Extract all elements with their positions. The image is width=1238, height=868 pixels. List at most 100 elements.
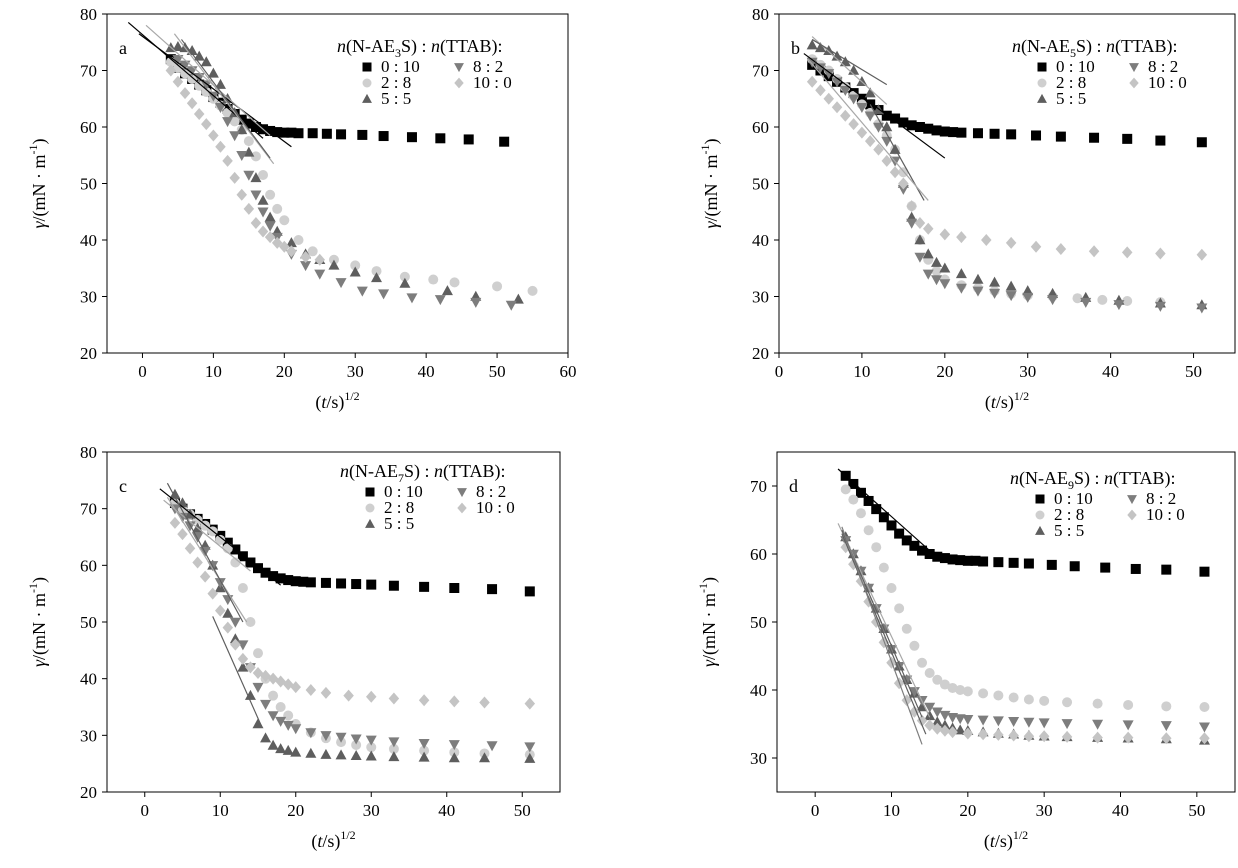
data-point — [1061, 730, 1073, 743]
data-point — [956, 127, 967, 138]
data-point — [1160, 721, 1172, 732]
legend-label: 10 : 0 — [1148, 73, 1187, 92]
data-point — [931, 256, 943, 267]
data-point — [978, 556, 989, 567]
series-2:8 — [840, 484, 1210, 712]
data-point — [939, 724, 951, 737]
data-point — [434, 295, 446, 306]
data-point — [839, 86, 851, 97]
x-tick-label: 0 — [811, 801, 820, 820]
x-tick-label: 50 — [514, 801, 531, 820]
data-point — [285, 237, 297, 248]
data-point — [180, 68, 191, 79]
legend-label: 2 : 8 — [1054, 505, 1084, 524]
data-point — [977, 728, 989, 741]
data-point — [886, 644, 897, 655]
data-point — [1092, 731, 1103, 744]
data-point — [366, 690, 377, 703]
data-point — [258, 170, 269, 181]
data-point — [260, 732, 272, 743]
data-point — [524, 697, 536, 710]
data-point — [268, 571, 279, 582]
data-point — [922, 269, 934, 280]
data-point — [524, 752, 536, 763]
data-point — [253, 648, 263, 659]
data-point — [236, 188, 248, 201]
data-point — [229, 171, 240, 184]
data-point — [441, 285, 453, 296]
legend-marker — [457, 488, 467, 498]
data-point — [970, 555, 981, 566]
data-point — [229, 116, 240, 127]
data-point — [275, 716, 287, 727]
data-point — [215, 604, 226, 617]
series-5:5 — [165, 41, 524, 304]
data-point — [1055, 131, 1066, 142]
data-point — [1022, 285, 1034, 296]
data-point — [924, 702, 936, 713]
legend-label: 0 : 10 — [1056, 57, 1095, 76]
series-2:8 — [807, 54, 1166, 308]
data-point — [806, 39, 818, 50]
data-point — [848, 118, 859, 131]
x-tick-label: 30 — [1019, 362, 1036, 381]
data-point — [1008, 692, 1019, 703]
data-point — [955, 268, 967, 279]
legend-marker — [362, 93, 372, 103]
y-tick-label: 20 — [80, 783, 97, 802]
x-tick-label: 0 — [138, 362, 147, 381]
legend-item: 5 : 5 — [365, 514, 414, 533]
legend-header: n(N-AE7S) : n(TTAB): — [340, 461, 506, 485]
data-point — [257, 207, 269, 218]
data-point — [524, 586, 535, 597]
data-point — [1008, 557, 1019, 568]
data-point — [470, 297, 482, 308]
data-point — [962, 555, 973, 566]
legend-marker — [1037, 93, 1047, 103]
data-point — [1005, 291, 1017, 302]
data-point — [881, 154, 893, 167]
data-point — [237, 652, 249, 665]
data-point — [1008, 717, 1020, 728]
data-point — [932, 674, 943, 685]
fit-line — [180, 39, 271, 159]
data-point — [1089, 132, 1100, 143]
x-tick-label: 20 — [276, 362, 293, 381]
data-point — [1122, 731, 1134, 744]
legend-item: 0 : 10 — [1037, 57, 1095, 76]
data-point — [1196, 137, 1207, 148]
data-point — [305, 577, 316, 588]
data-point — [989, 276, 1001, 287]
data-point — [939, 719, 951, 730]
data-point — [335, 749, 347, 760]
chart-panel-d: 0 10 20 30 40 50 30 40 50 60 70 (t/s)1/2 γ/(mN · m-1… — [696, 451, 1236, 852]
data-point — [193, 50, 205, 61]
legend-item: 5 : 5 — [1037, 89, 1086, 108]
data-point — [917, 657, 928, 668]
data-point — [962, 686, 973, 697]
data-point — [290, 681, 301, 694]
data-point — [388, 692, 400, 705]
legend-marker — [362, 62, 372, 72]
legend-marker — [454, 77, 464, 89]
legend-item: 0 : 10 — [1035, 489, 1093, 508]
data-point — [290, 724, 302, 735]
data-point — [406, 132, 417, 143]
data-point — [901, 623, 912, 634]
data-point — [931, 716, 943, 727]
fit-line — [807, 58, 929, 201]
data-point — [199, 570, 211, 583]
data-point — [871, 504, 882, 515]
data-point — [931, 266, 942, 277]
data-point — [245, 557, 256, 568]
data-point — [350, 260, 361, 271]
data-point — [922, 248, 934, 259]
data-point — [863, 525, 874, 536]
data-point — [320, 577, 331, 588]
legend-marker — [1035, 525, 1045, 535]
y-axis-label: γ/(mN · m-1) — [698, 138, 722, 228]
panel-label: a — [119, 38, 127, 58]
y-tick-label: 20 — [80, 344, 97, 363]
x-tick-label: 50 — [1185, 362, 1202, 381]
data-point — [939, 279, 951, 290]
